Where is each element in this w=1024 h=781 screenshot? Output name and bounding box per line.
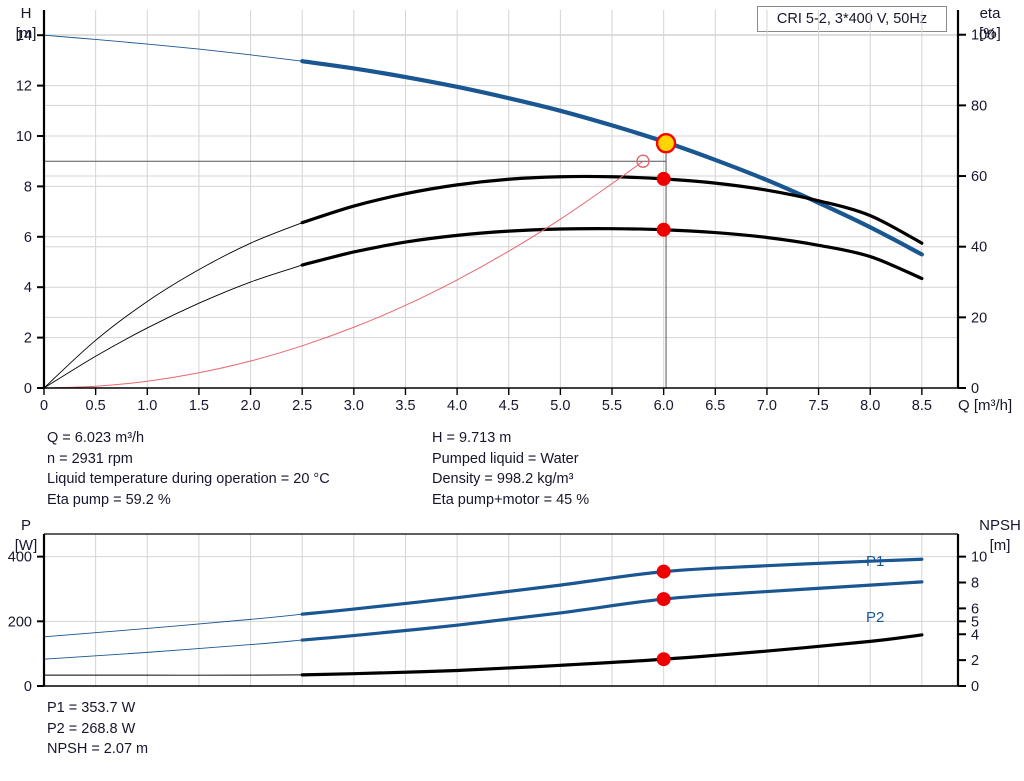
tick-label-flow-1.5: 1.5 [189,398,209,414]
tick-label-npsh-8: 8 [971,576,979,592]
info-block-left: Q = 6.023 m³/h n = 2931 rpm Liquid tempera… [47,428,330,510]
pump-model-title-box: CRI 5-2, 3*400 V, 50Hz [757,6,947,32]
tick-label-flow-0.5: 0.5 [86,398,106,414]
axis-title-npsh-unit: [m] [990,537,1011,554]
axis-title-power-unit: [W] [15,537,38,554]
tick-label-flow-7.5: 7.5 [808,398,828,414]
info-block-bottom: P1 = 353.7 W P2 = 268.8 W NPSH = 2.07 m [47,698,148,760]
axis-title-power: P [21,517,31,534]
curve-power-npsh-thick [300,633,924,677]
tick-label-eta-80: 80 [971,98,987,114]
tick-label-power-200: 200 [8,614,32,630]
tick-label-power-400: 400 [8,550,32,566]
info-bottom-line-2: P2 = 268.8 W [47,720,136,737]
info-left-line-1: Q = 6.023 m³/h [47,430,145,446]
p1-duty-marker [656,564,671,579]
curve-eta-pump-thin [43,264,303,389]
info-right-line-4: Eta pump+motor = 45 % [432,491,590,508]
eta-pump-duty-marker [656,222,671,237]
series-label-p1: P1 [866,553,884,570]
curve-power-p2-thin [43,639,303,660]
info-right-line-1: H = 9.713 m [432,430,512,446]
axis-title-eta: eta [980,5,1002,22]
tick-label-eta-40: 40 [971,240,987,256]
tick-label-flow-7.0: 7.0 [757,398,777,414]
tick-label-head-6: 6 [24,230,32,246]
tick-label-npsh-0: 0 [971,679,979,695]
axis-title-eta-unit: [%] [979,25,1001,42]
info-left-line-4: Eta pump = 59.2 % [47,491,171,508]
duty-point-marker [655,133,677,154]
axis-title-head-unit: [m] [16,25,37,42]
tick-label-flow-2.0: 2.0 [240,398,260,414]
tick-label-flow-5.0: 5.0 [550,398,570,414]
info-block-right: H = 9.713 m Pumped liquid = Water Density … [432,428,589,510]
tick-label-eta-100: 100 [971,28,995,44]
info-right-line-2: Pumped liquid = Water [432,450,579,467]
tick-label-power-0: 0 [24,679,32,695]
tick-label-flow-1.0: 1.0 [137,398,157,414]
series-label-p2: P2 [866,609,884,626]
curve-power-p1-thick [300,557,924,616]
info-bottom-line-1: P1 = 353.7 W [47,700,136,716]
curve-eta-pump-thick [300,227,924,281]
info-left-line-2: n = 2931 rpm [47,450,133,467]
tick-label-eta-20: 20 [971,310,987,326]
p2-duty-marker [656,592,671,607]
tick-label-head-0: 0 [24,381,32,397]
curve-eta-pump-motor-thin [43,222,303,389]
tick-label-head-2: 2 [24,331,32,347]
tick-label-eta-0: 0 [971,381,979,397]
curve-power-p2-thick [300,580,924,642]
tick-label-flow-6.5: 6.5 [705,398,725,414]
tick-label-flow-3.0: 3.0 [344,398,364,414]
axis-title-head: H [21,5,32,22]
tick-label-head-12: 12 [16,79,32,95]
tick-label-flow-5.5: 5.5 [602,398,622,414]
info-left-line-3: Liquid temperature during operation = 20… [47,471,330,487]
tick-label-flow-8.0: 8.0 [860,398,880,414]
tick-label-npsh-4: 4 [971,627,979,643]
info-bottom-line-3: NPSH = 2.07 m [47,741,149,757]
tick-label-flow-6.0: 6.0 [654,398,674,414]
tick-label-flow-0: 0 [40,398,48,414]
tick-label-eta-60: 60 [971,169,987,185]
curve-eta-pump-motor-thick [300,174,924,245]
axis-title-flow: Q [m³/h] [958,397,1012,414]
curve-power-p1-thin [43,613,303,638]
system-duty-point-marker [636,154,650,168]
tick-label-head-4: 4 [24,280,32,296]
eta-pump-motor-duty-marker [656,171,671,186]
tick-label-head-14: 14 [16,28,32,44]
info-right-line-3: Density = 998.2 kg/m³ [432,471,574,487]
npsh-duty-marker [656,652,671,667]
tick-label-npsh-2: 2 [971,653,979,669]
tick-label-flow-2.5: 2.5 [292,398,312,414]
tick-label-npsh-10: 10 [971,550,987,566]
tick-label-npsh-6: 6 [971,601,979,617]
pump-model-title: CRI 5-2, 3*400 V, 50Hz [776,11,928,27]
tick-label-head-10: 10 [16,129,32,145]
curve-system-curve-thin [43,160,644,389]
curve-head-h--thick [300,59,924,257]
tick-label-flow-4.5: 4.5 [499,398,519,414]
tick-label-head-8: 8 [24,179,32,195]
tick-label-npsh-5: 5 [971,614,979,630]
tick-label-flow-3.5: 3.5 [395,398,415,414]
axis-title-npsh: NPSH [979,517,1021,534]
tick-label-flow-8.5: 8.5 [912,398,932,414]
curve-head-h--thin [43,34,303,62]
tick-label-flow-4.0: 4.0 [447,398,467,414]
